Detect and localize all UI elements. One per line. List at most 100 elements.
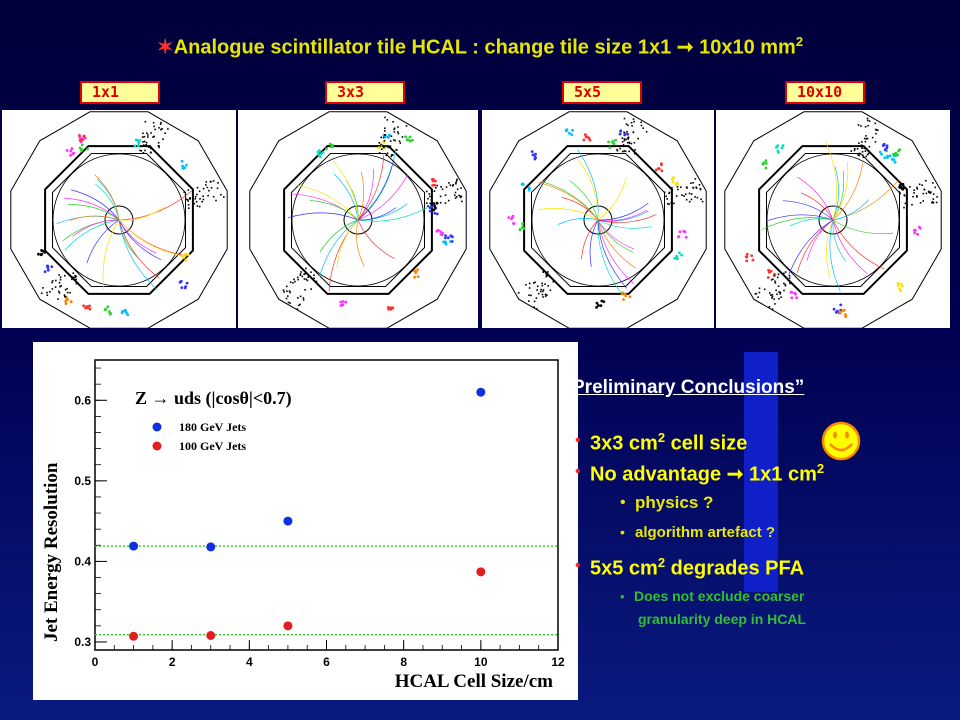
jet-hit [906,197,908,200]
calorimeter-hit [137,144,140,148]
jet-hit [934,186,937,189]
jet-hit [668,192,670,195]
jet-hit [439,201,442,204]
calorimeter-hit [595,306,598,309]
jet-hit [313,277,315,280]
calorimeter-hit [899,289,903,292]
calorimeter-hit [81,138,85,141]
jet-hit [666,198,668,200]
jet-hit [616,149,619,152]
jet-hit [205,184,207,186]
jet-hit [315,280,318,283]
calorimeter-hit [179,279,183,283]
jet-hit [212,195,215,198]
calorimeter-hit [841,309,845,313]
calorimeter-hit [184,252,187,256]
jet-hit [145,144,147,146]
calorimeter-hit [659,162,663,165]
calorimeter-hit [678,230,682,234]
jet-hit [772,278,774,280]
track [581,219,599,260]
data-point-series-0 [476,387,486,397]
jet-hit [405,125,408,127]
jet-hit [161,127,163,130]
jet-hit [929,192,932,194]
jet-hit [623,131,625,134]
jet-hit [71,278,73,281]
track [357,171,365,221]
jet-hit [627,124,629,127]
jet-hit [533,282,535,284]
track [287,212,359,221]
calorimeter-hit [565,129,568,133]
jet-hit [141,136,144,138]
calorimeter-hit [745,255,749,259]
jet-hit [932,182,934,184]
calorimeter-hit [431,179,435,183]
hcal-outline [523,145,673,295]
jet-hit [382,136,385,139]
x-tick-label: 10 [474,655,488,669]
jet-hit [452,184,455,186]
jet-hit [302,297,305,299]
ecal-outline [52,153,186,287]
jet-hit [215,199,217,202]
calorimeter-hit [107,310,111,314]
calorimeter-hit [106,305,110,309]
jet-hit [624,150,627,153]
event-display-svg [489,111,707,328]
jet-hit [695,187,698,189]
track [832,219,846,262]
jet-hit [74,274,76,277]
calorimeter-hit [628,295,632,299]
track [336,219,359,269]
calorimeter-hit [41,249,45,253]
calorimeter-hit [761,162,765,166]
jet-hit [64,288,67,291]
jet-hit [864,150,867,152]
track [762,217,834,230]
jet-hit [541,293,544,296]
track [597,177,627,221]
calorimeter-hit [85,305,89,308]
jet-hit [461,200,463,203]
tracker-outline [531,153,665,287]
event-display-svg [10,111,228,328]
jet-hit [154,128,156,131]
track [71,189,120,221]
jet-hit [627,137,629,139]
jet-hit [623,138,626,140]
calorimeter-hit [654,168,658,172]
jet-hit [210,187,213,189]
calorimeter-hit [607,140,610,144]
jet-hit [427,205,429,207]
calorimeter-hit [123,308,127,312]
bullet-icon: • [575,463,581,480]
jet-hit [380,143,382,146]
calorimeter-hit [103,308,107,312]
jet-hit [784,284,787,287]
calorimeter-hit [671,177,674,181]
jet-hit [631,125,633,127]
conclusion-item-2: No advantage ➞ 1x1 cm2 [590,461,825,486]
jet-hit [546,273,549,276]
jet-hit [72,276,74,279]
jet-hit [393,128,395,131]
vertex-outline [343,205,373,235]
jet-hit [699,188,702,191]
calorimeter-hit [896,153,899,157]
track [597,219,622,295]
jet-hit [773,274,776,277]
jet-hit [71,277,74,280]
calorimeter-hit [133,144,137,148]
jet-hit [143,135,146,138]
event-display-svg [724,111,942,328]
jet-hit [378,152,381,154]
ecal-outline [531,153,665,287]
calorimeter-hit [531,153,535,157]
jet-hit [152,136,154,138]
calorimeter-hit [675,181,679,185]
x-tick-label: 12 [551,655,565,669]
jet-hit [51,288,54,290]
y-tick-label: 0.5 [74,474,91,488]
